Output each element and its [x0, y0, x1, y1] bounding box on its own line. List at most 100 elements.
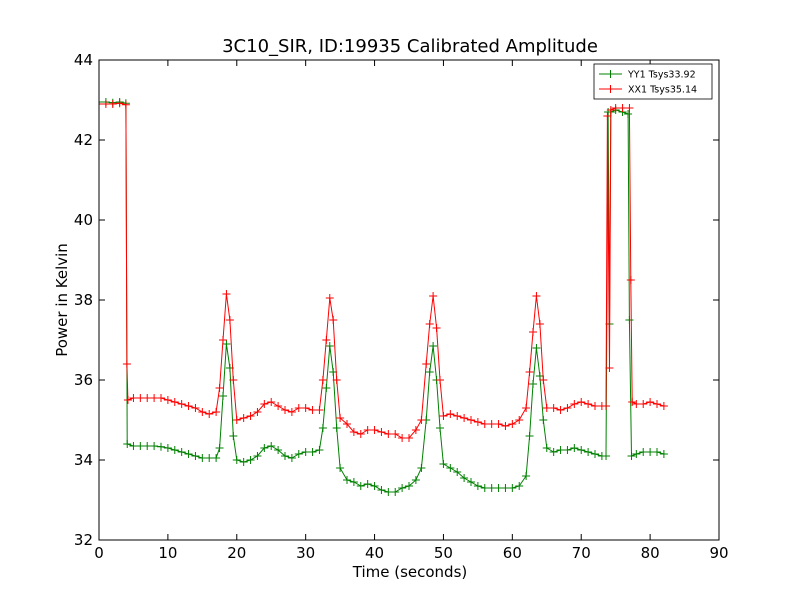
legend-marker [606, 70, 615, 78]
data-point [624, 110, 633, 118]
data-point [549, 448, 558, 456]
legend-label: XX1 Tsys35.14 [628, 85, 697, 96]
data-point [349, 428, 358, 436]
x-tick-label: 60 [503, 544, 522, 562]
data-point [157, 394, 165, 402]
data-point [439, 412, 448, 420]
data-point [584, 400, 593, 408]
data-point [632, 450, 641, 458]
data-point [143, 394, 152, 402]
x-tick-label: 10 [158, 544, 177, 562]
data-point [628, 398, 637, 406]
data-point [584, 448, 593, 456]
data-point [626, 276, 635, 284]
data-point [436, 376, 444, 384]
data-point [315, 406, 324, 414]
data-point [370, 482, 379, 490]
y-tick-label: 34 [74, 451, 93, 469]
data-point [246, 412, 255, 420]
data-point [267, 442, 276, 450]
data-point [602, 452, 611, 460]
data-point [239, 414, 248, 422]
data-point [129, 394, 138, 402]
data-point [274, 402, 283, 410]
data-point [123, 440, 132, 448]
data-point [422, 360, 431, 368]
data-point [473, 482, 482, 490]
data-point [591, 450, 599, 458]
data-point [501, 422, 510, 430]
data-point [222, 290, 231, 298]
data-point [329, 316, 338, 324]
data-point [391, 430, 400, 438]
data-point [473, 418, 482, 426]
data-point [318, 424, 327, 432]
series-1 [99, 98, 668, 496]
data-point [384, 488, 393, 496]
data-point [122, 360, 131, 368]
data-point [411, 426, 420, 434]
data-point [508, 484, 517, 492]
data-point [384, 430, 393, 438]
chart-title: 3C10_SIR, ID:19935 Calibrated Amplitude [222, 36, 598, 57]
data-point [143, 442, 152, 450]
data-point [260, 444, 269, 452]
data-point [515, 416, 524, 424]
data-point [274, 446, 283, 454]
y-tick-label: 36 [74, 371, 93, 389]
data-point [163, 396, 172, 404]
data-point [439, 460, 448, 468]
data-point [467, 478, 475, 486]
data-point [429, 292, 438, 300]
data-point [563, 446, 572, 454]
data-point [281, 406, 289, 414]
data-point [405, 434, 413, 442]
legend: YY1 Tsys33.92 XX1 Tsys35.14 [593, 63, 713, 100]
data-point [332, 376, 341, 384]
y-tick-label: 38 [74, 291, 93, 309]
data-point [239, 458, 248, 466]
data-point [522, 472, 531, 480]
data-point [653, 448, 661, 456]
data-point [577, 446, 586, 454]
data-point [570, 444, 579, 452]
data-point [391, 488, 400, 496]
data-point [602, 402, 611, 410]
data-point [198, 454, 207, 462]
data-point [157, 442, 165, 451]
data-point [453, 412, 462, 420]
data-point [287, 408, 296, 416]
data-point [453, 468, 462, 476]
data-point [301, 448, 310, 456]
data-point [322, 336, 331, 344]
data-point [632, 400, 641, 408]
data-point [653, 400, 661, 408]
x-tick-label: 80 [641, 544, 660, 562]
data-point [446, 410, 455, 418]
data-point [429, 342, 438, 350]
x-axis: 0 10 20 30 40 50 60 70 80 90 [94, 60, 729, 562]
data-point [529, 380, 537, 388]
data-point [170, 446, 179, 454]
x-axis-label: Time (seconds) [352, 563, 468, 581]
data-point [219, 392, 227, 400]
data-point [287, 454, 296, 462]
data-point [480, 484, 489, 492]
data-point [646, 398, 655, 406]
data-point [494, 484, 503, 492]
data-point [294, 404, 303, 412]
data-point [129, 442, 138, 450]
y-tick-label: 42 [74, 131, 93, 149]
legend-box [593, 63, 713, 100]
data-point [563, 404, 572, 412]
data-point [212, 454, 221, 462]
data-point [515, 482, 524, 490]
data-point [542, 404, 551, 412]
data-point [363, 480, 372, 488]
data-point [99, 100, 103, 108]
data-point [108, 100, 117, 108]
data-point [606, 106, 615, 114]
data-point [529, 328, 537, 336]
data-point [417, 464, 426, 472]
